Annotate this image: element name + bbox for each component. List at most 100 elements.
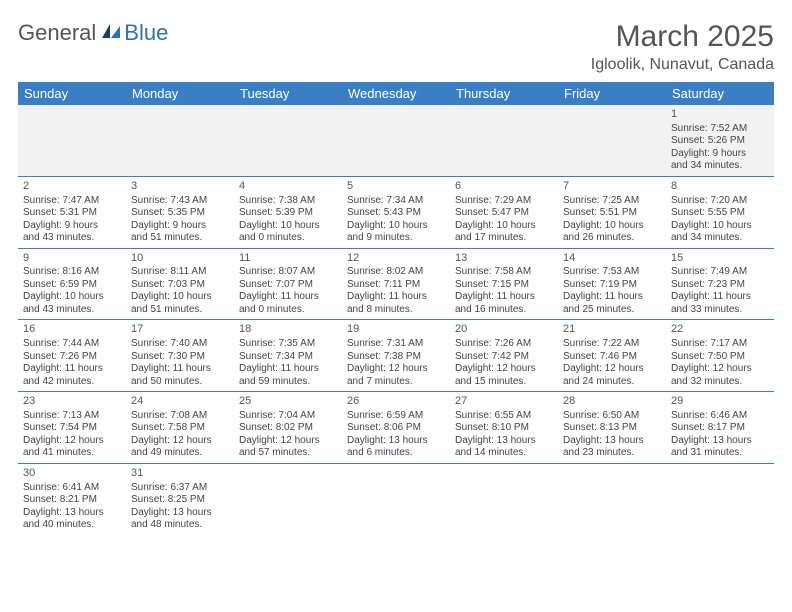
calendar-cell: 2Sunrise: 7:47 AMSunset: 5:31 PMDaylight… [18,177,126,248]
daylight-text: Daylight: 11 hours [671,291,769,304]
daylight-text: Daylight: 10 hours [23,291,121,304]
sunset-text: Sunset: 6:59 PM [23,279,121,292]
daylight-text: and 33 minutes. [671,304,769,317]
daylight-text: and 34 minutes. [671,160,769,173]
day-number: 16 [23,323,121,337]
day-number: 21 [563,323,661,337]
day-number: 18 [239,323,337,337]
calendar-cell: 29Sunrise: 6:46 AMSunset: 8:17 PMDayligh… [666,392,774,463]
sunset-text: Sunset: 7:46 PM [563,351,661,364]
sunset-text: Sunset: 7:19 PM [563,279,661,292]
calendar-cell-empty [126,105,234,176]
daylight-text: and 26 minutes. [563,232,661,245]
sunrise-text: Sunrise: 7:35 AM [239,338,337,351]
daylight-text: and 50 minutes. [131,376,229,389]
sunrise-text: Sunrise: 7:08 AM [131,410,229,423]
daylight-text: and 8 minutes. [347,304,445,317]
calendar-cell: 26Sunrise: 6:59 AMSunset: 8:06 PMDayligh… [342,392,450,463]
day-number: 30 [23,467,121,481]
sunset-text: Sunset: 5:39 PM [239,207,337,220]
sunrise-text: Sunrise: 8:07 AM [239,266,337,279]
day-header: Tuesday [234,82,342,105]
day-header: Wednesday [342,82,450,105]
day-number: 3 [131,180,229,194]
calendar-cell-empty [558,105,666,176]
daylight-text: Daylight: 11 hours [455,291,553,304]
day-header: Thursday [450,82,558,105]
sunrise-text: Sunrise: 8:02 AM [347,266,445,279]
day-number: 20 [455,323,553,337]
calendar-cell: 9Sunrise: 8:16 AMSunset: 6:59 PMDaylight… [18,249,126,320]
sunset-text: Sunset: 8:17 PM [671,422,769,435]
day-number: 14 [563,252,661,266]
day-number: 15 [671,252,769,266]
sunrise-text: Sunrise: 7:47 AM [23,195,121,208]
calendar-cell: 5Sunrise: 7:34 AMSunset: 5:43 PMDaylight… [342,177,450,248]
daylight-text: Daylight: 13 hours [455,435,553,448]
sunrise-text: Sunrise: 7:20 AM [671,195,769,208]
daylight-text: Daylight: 11 hours [347,291,445,304]
day-header: Friday [558,82,666,105]
sunrise-text: Sunrise: 6:55 AM [455,410,553,423]
daylight-text: and 49 minutes. [131,447,229,460]
calendar-cell: 21Sunrise: 7:22 AMSunset: 7:46 PMDayligh… [558,320,666,391]
daylight-text: and 41 minutes. [23,447,121,460]
daylight-text: and 23 minutes. [563,447,661,460]
sunrise-text: Sunrise: 7:17 AM [671,338,769,351]
daylight-text: Daylight: 10 hours [131,291,229,304]
title-block: March 2025 Igloolik, Nunavut, Canada [591,20,774,74]
sunset-text: Sunset: 7:54 PM [23,422,121,435]
day-number: 12 [347,252,445,266]
day-number: 23 [23,395,121,409]
sunset-text: Sunset: 7:23 PM [671,279,769,292]
sunrise-text: Sunrise: 7:49 AM [671,266,769,279]
sunset-text: Sunset: 7:38 PM [347,351,445,364]
sunset-text: Sunset: 5:43 PM [347,207,445,220]
daylight-text: and 43 minutes. [23,232,121,245]
calendar-cell: 8Sunrise: 7:20 AMSunset: 5:55 PMDaylight… [666,177,774,248]
daylight-text: and 43 minutes. [23,304,121,317]
day-number: 8 [671,180,769,194]
calendar-week: 30Sunrise: 6:41 AMSunset: 8:21 PMDayligh… [18,464,774,535]
sunrise-text: Sunrise: 6:41 AM [23,482,121,495]
sunrise-text: Sunrise: 7:31 AM [347,338,445,351]
daylight-text: and 15 minutes. [455,376,553,389]
sunrise-text: Sunrise: 7:40 AM [131,338,229,351]
daylight-text: and 9 minutes. [347,232,445,245]
day-header: Monday [126,82,234,105]
daylight-text: and 34 minutes. [671,232,769,245]
daylight-text: Daylight: 12 hours [131,435,229,448]
logo-text-2: Blue [124,20,168,46]
logo-text-1: General [18,20,96,46]
daylight-text: Daylight: 11 hours [239,291,337,304]
sunset-text: Sunset: 8:02 PM [239,422,337,435]
calendar-week: 1Sunrise: 7:52 AMSunset: 5:26 PMDaylight… [18,105,774,177]
sunset-text: Sunset: 7:11 PM [347,279,445,292]
day-header: Sunday [18,82,126,105]
sunrise-text: Sunrise: 7:29 AM [455,195,553,208]
calendar-cell: 6Sunrise: 7:29 AMSunset: 5:47 PMDaylight… [450,177,558,248]
daylight-text: Daylight: 13 hours [347,435,445,448]
calendar-cell: 31Sunrise: 6:37 AMSunset: 8:25 PMDayligh… [126,464,234,535]
calendar-cell: 25Sunrise: 7:04 AMSunset: 8:02 PMDayligh… [234,392,342,463]
calendar-cell-empty [234,105,342,176]
page-title: March 2025 [591,20,774,54]
daylight-text: and 6 minutes. [347,447,445,460]
sunset-text: Sunset: 5:26 PM [671,135,769,148]
calendar-cell-empty [558,464,666,535]
day-number: 26 [347,395,445,409]
sunrise-text: Sunrise: 7:04 AM [239,410,337,423]
daylight-text: and 48 minutes. [131,519,229,532]
calendar-cell-empty [450,105,558,176]
calendar-cell: 27Sunrise: 6:55 AMSunset: 8:10 PMDayligh… [450,392,558,463]
daylight-text: Daylight: 12 hours [239,435,337,448]
sunset-text: Sunset: 8:21 PM [23,494,121,507]
sunset-text: Sunset: 8:06 PM [347,422,445,435]
sunset-text: Sunset: 5:31 PM [23,207,121,220]
day-number: 29 [671,395,769,409]
sunset-text: Sunset: 8:25 PM [131,494,229,507]
sunrise-text: Sunrise: 7:52 AM [671,123,769,136]
sunrise-text: Sunrise: 7:13 AM [23,410,121,423]
day-number: 22 [671,323,769,337]
day-number: 19 [347,323,445,337]
